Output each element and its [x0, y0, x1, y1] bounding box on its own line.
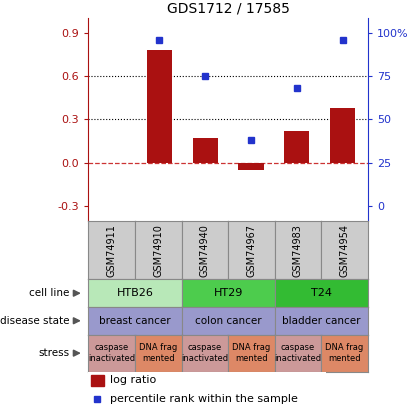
- Title: GDS1712 / 17585: GDS1712 / 17585: [167, 2, 289, 16]
- Text: bladder cancer: bladder cancer: [282, 316, 360, 326]
- Text: stress: stress: [38, 348, 69, 358]
- Text: caspase
inactivated: caspase inactivated: [181, 343, 229, 363]
- Text: GSM74910: GSM74910: [153, 224, 163, 277]
- Text: caspase
inactivated: caspase inactivated: [275, 343, 321, 363]
- Text: colon cancer: colon cancer: [195, 316, 261, 326]
- Text: cell line: cell line: [29, 288, 69, 298]
- Bar: [238, 163, 263, 170]
- Text: GSM74954: GSM74954: [339, 224, 349, 277]
- Text: caspase
inactivated: caspase inactivated: [88, 343, 135, 363]
- Text: GSM74967: GSM74967: [247, 224, 256, 277]
- Bar: [147, 50, 172, 163]
- Text: GSM74940: GSM74940: [200, 224, 210, 277]
- Bar: [193, 138, 218, 163]
- Bar: [284, 131, 309, 163]
- Text: DNA frag
mented: DNA frag mented: [326, 343, 364, 363]
- Text: DNA frag
mented: DNA frag mented: [232, 343, 270, 363]
- Text: HTB26: HTB26: [116, 288, 153, 298]
- Text: GSM74983: GSM74983: [293, 224, 303, 277]
- Text: percentile rank within the sample: percentile rank within the sample: [110, 394, 298, 404]
- Text: GSM74911: GSM74911: [107, 224, 117, 277]
- Text: log ratio: log ratio: [110, 375, 156, 386]
- Text: disease state: disease state: [0, 316, 69, 326]
- Text: T24: T24: [311, 288, 332, 298]
- Text: breast cancer: breast cancer: [99, 316, 171, 326]
- Bar: [91, 375, 104, 386]
- Text: DNA frag
mented: DNA frag mented: [139, 343, 178, 363]
- Bar: [330, 108, 355, 163]
- Text: HT29: HT29: [213, 288, 243, 298]
